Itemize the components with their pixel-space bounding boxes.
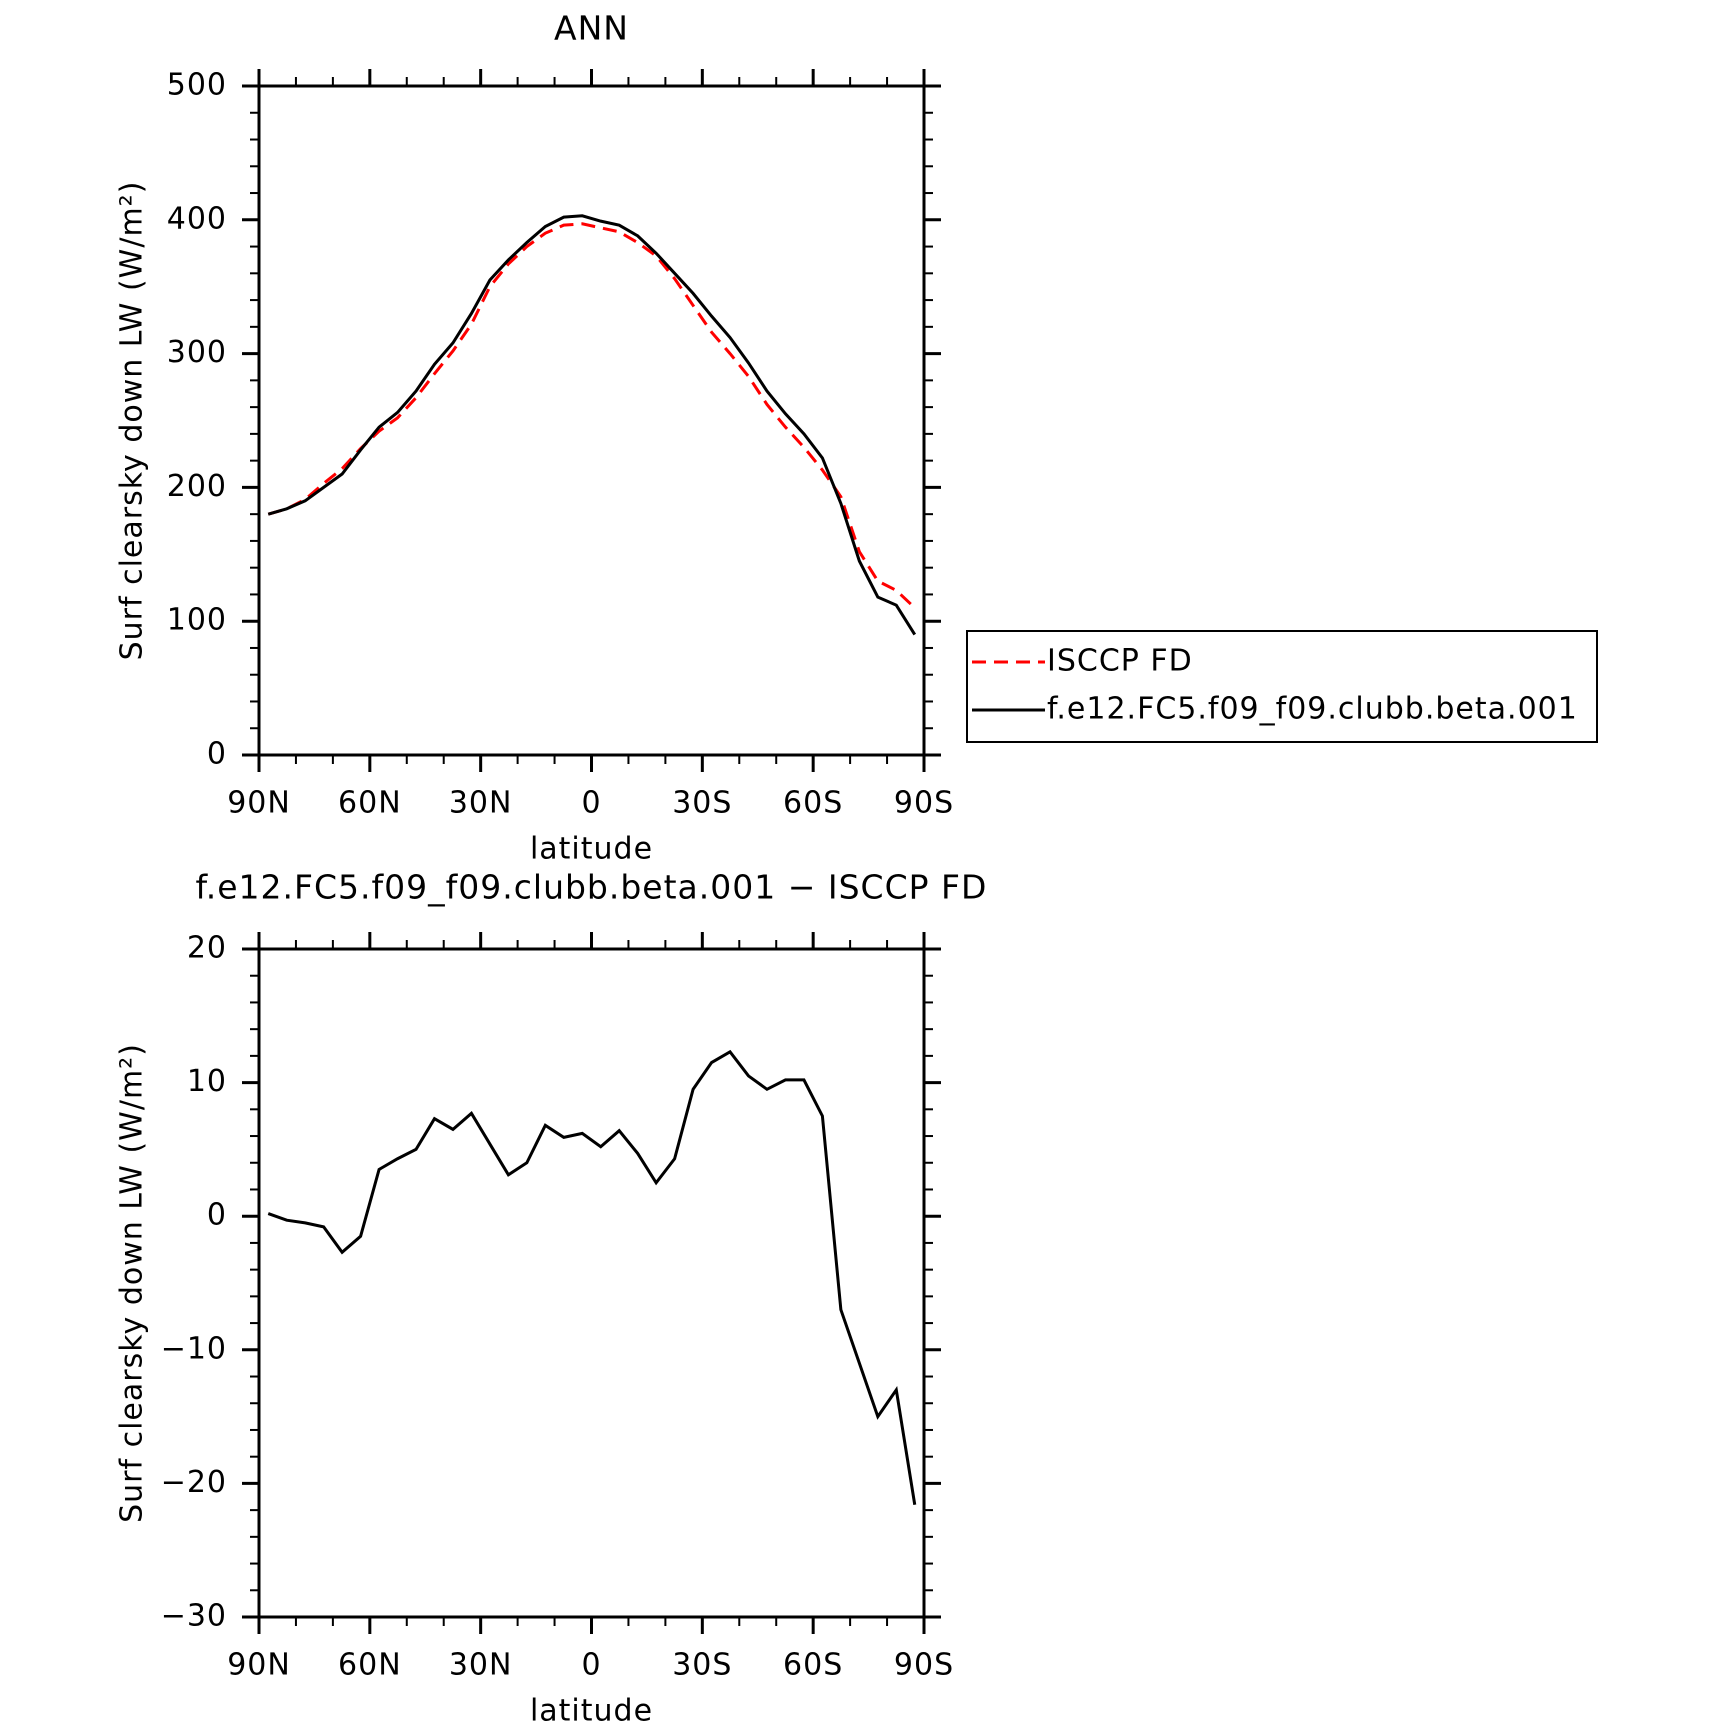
x-axis-label: latitude bbox=[530, 832, 653, 867]
y-tick-label: 100 bbox=[167, 603, 227, 638]
y-tick-label: 500 bbox=[167, 68, 227, 103]
plot-frame bbox=[257, 947, 926, 1619]
y-axis-label: Surf clearsky down LW (W/m²) bbox=[115, 181, 150, 661]
x-tick-label: 60N bbox=[338, 1648, 402, 1683]
y-tick-label: 200 bbox=[167, 469, 227, 504]
x-tick-label: 60S bbox=[783, 786, 843, 821]
x-tick-label: 30N bbox=[449, 786, 513, 821]
x-tick-label: 30N bbox=[449, 1648, 513, 1683]
data-line bbox=[267, 1049, 917, 1506]
y-tick-label: −30 bbox=[161, 1599, 227, 1634]
x-tick-label: 90N bbox=[227, 786, 291, 821]
data-line bbox=[267, 214, 917, 636]
x-tick-label: 30S bbox=[672, 786, 732, 821]
plot-frame bbox=[257, 84, 926, 757]
x-tick-label: 90S bbox=[894, 1648, 954, 1683]
y-tick-label: 0 bbox=[207, 1198, 227, 1233]
legend-label: ISCCP FD bbox=[1047, 644, 1193, 679]
legend-box bbox=[966, 630, 1598, 743]
x-tick-label: 90S bbox=[894, 786, 954, 821]
y-tick-label: 400 bbox=[167, 201, 227, 236]
y-axis-label: Surf clearsky down LW (W/m²) bbox=[115, 1043, 150, 1523]
x-tick-label: 0 bbox=[581, 1648, 601, 1683]
y-tick-label: −10 bbox=[161, 1331, 227, 1366]
x-tick-label: 60S bbox=[783, 1648, 843, 1683]
x-axis-label: latitude bbox=[530, 1694, 653, 1729]
y-tick-label: 0 bbox=[207, 737, 227, 772]
x-tick-label: 60N bbox=[338, 786, 402, 821]
x-tick-label: 0 bbox=[581, 786, 601, 821]
y-tick-label: 20 bbox=[187, 931, 227, 966]
x-tick-label: 30S bbox=[672, 1648, 732, 1683]
data-line bbox=[267, 222, 916, 609]
chart-title: f.e12.FC5.f09_f09.clubb.beta.001 − ISCCP… bbox=[196, 868, 988, 907]
y-tick-label: −20 bbox=[161, 1465, 227, 1500]
chart-title: ANN bbox=[554, 9, 629, 48]
y-tick-label: 300 bbox=[167, 335, 227, 370]
legend-label: f.e12.FC5.f09_f09.clubb.beta.001 bbox=[1047, 692, 1578, 727]
y-tick-label: 10 bbox=[187, 1064, 227, 1099]
x-tick-label: 90N bbox=[227, 1648, 291, 1683]
